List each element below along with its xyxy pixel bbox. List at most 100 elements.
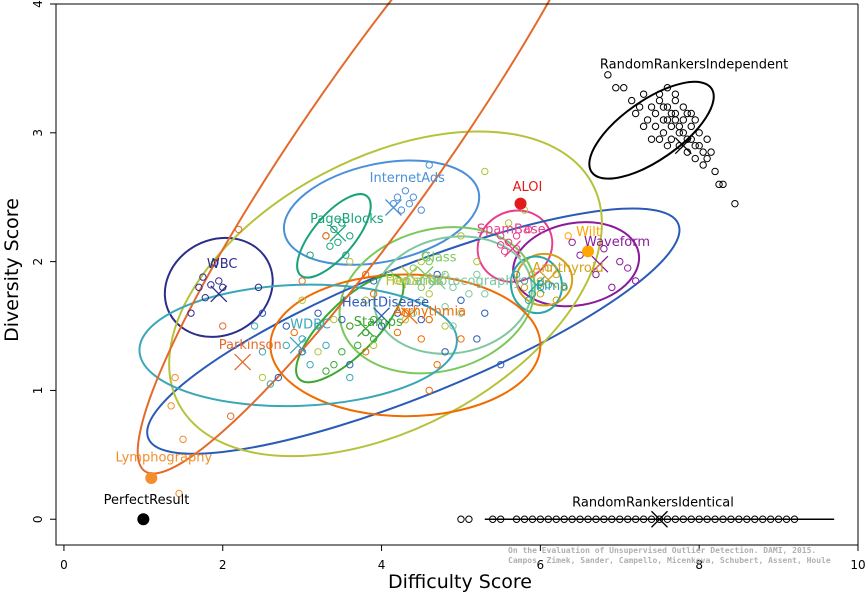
stamps-ellipse xyxy=(295,273,405,384)
heartdisease-point-11 xyxy=(496,360,505,369)
waveform-point-3 xyxy=(624,264,632,272)
pageblocks-label: PageBlocks xyxy=(310,212,384,227)
randomrankersidentical-point-25 xyxy=(679,515,688,523)
cardiotocography-point-3 xyxy=(441,303,449,311)
pima-point-3 xyxy=(512,270,521,279)
heartdisease-point-0 xyxy=(282,322,290,330)
randomrankersidentical-point-34 xyxy=(751,515,759,523)
cardiotocography-center-cross xyxy=(428,272,446,290)
randomrankersindependent-point-24 xyxy=(691,154,699,163)
arrhythmia-label: Arrhythmia xyxy=(393,305,466,320)
wdbc-point-7 xyxy=(346,373,354,382)
pima-ellipse xyxy=(509,255,563,315)
hepatitis-point-5 xyxy=(457,232,465,240)
arrhythmia-point-10 xyxy=(322,232,330,240)
parkinson-label: Parkinson xyxy=(219,338,282,353)
internetads-point-2 xyxy=(409,193,418,201)
y-tick-label-3: 3 xyxy=(31,129,45,137)
credit-line-1: On the Evaluation of Unsupervised Outlie… xyxy=(508,545,816,555)
randomrankersindependent-point-32 xyxy=(627,96,636,105)
parkinson-point-3 xyxy=(219,322,227,330)
heartdisease-point-15 xyxy=(457,296,465,304)
stamps-label: Stamps xyxy=(354,315,403,330)
heartdisease-point-10 xyxy=(473,335,481,343)
wbc-point-3 xyxy=(199,273,207,281)
hepatitis-point-4 xyxy=(425,290,433,298)
lymphography-point-2 xyxy=(175,489,183,498)
randomrankersidentical-point-26 xyxy=(687,515,695,523)
hepatitis-point-3 xyxy=(385,270,394,279)
randomrankersidentical-point-2 xyxy=(489,515,497,523)
wdbc-center-cross xyxy=(289,336,307,354)
lymphography-point-0 xyxy=(167,402,175,410)
glass-center-cross xyxy=(416,266,434,283)
internetads-ellipse xyxy=(282,159,481,266)
randomrankersidentical-point-11 xyxy=(568,515,576,523)
pageblocks-point-7 xyxy=(306,251,314,259)
randomrankersindependent-point-27 xyxy=(711,167,719,176)
wdbc-point-3 xyxy=(258,348,267,356)
randomrankersidentical-point-28 xyxy=(703,515,711,523)
cardiotocography-point-4 xyxy=(457,309,465,317)
randomrankersindependent-point-5 xyxy=(663,103,672,111)
hepatitis-point-2 xyxy=(361,296,370,304)
wbc-point-5 xyxy=(187,309,195,317)
randomrankersindependent-point-2 xyxy=(651,109,660,118)
x-axis-title: Difficulty Score xyxy=(388,571,532,593)
randomrankersindependent-point-0 xyxy=(639,90,648,98)
wdbc-point-1 xyxy=(314,322,322,330)
hepatitis-point-14 xyxy=(258,373,267,382)
glass-label: Glass xyxy=(421,251,456,266)
internetads-point-0 xyxy=(393,193,402,201)
x-tick-label-0: 0 xyxy=(60,558,68,572)
internetads-label: InternetAds xyxy=(370,171,446,186)
lymphography-center-marker xyxy=(145,472,158,485)
parkinson-ellipse xyxy=(136,0,627,475)
heartdisease-label: HeartDisease xyxy=(342,296,429,311)
x-tick-label-1: 2 xyxy=(219,558,227,572)
pageblocks-center-cross xyxy=(329,224,347,242)
randomrankersindependent-point-39 xyxy=(671,90,680,98)
waveform-point-5 xyxy=(608,283,616,292)
wbc-center-cross xyxy=(210,285,228,303)
wdbc-ellipse xyxy=(138,283,458,408)
randomrankersindependent-point-12 xyxy=(691,141,699,150)
internetads-point-6 xyxy=(417,206,425,214)
lymphography-label: Lymphography xyxy=(116,450,213,465)
internetads-point-4 xyxy=(405,199,414,208)
cardiotocography-point-6 xyxy=(473,270,481,279)
randomrankersindependent-point-16 xyxy=(663,84,672,92)
arrhythmia-point-8 xyxy=(457,335,465,343)
y-tick-label-2: 2 xyxy=(31,258,45,266)
perfectresult-label: PerfectResult xyxy=(104,493,190,508)
hepatitis-point-8 xyxy=(441,322,449,330)
annthyroid-point-0 xyxy=(528,270,537,279)
center-layer xyxy=(137,137,692,528)
randomrankersidentical-point-38 xyxy=(782,515,791,523)
stamps-point-4 xyxy=(338,348,346,356)
pima-point-1 xyxy=(528,290,537,298)
arrhythmia-point-3 xyxy=(393,328,402,337)
randomrankersidentical-point-10 xyxy=(560,515,568,523)
annthyroid-point-2 xyxy=(544,264,553,272)
hepatitis-point-11 xyxy=(298,296,306,304)
wdbc-point-8 xyxy=(322,341,330,350)
randomrankersidentical-point-31 xyxy=(727,515,735,523)
randomrankersindependent-point-4 xyxy=(659,116,668,124)
randomrankersindependent-point-54 xyxy=(675,122,684,131)
randomrankersindependent-point-9 xyxy=(679,116,688,124)
randomrankersidentical-point-20 xyxy=(639,515,648,523)
randomrankersidentical-point-24 xyxy=(671,515,680,523)
wbc-label: WBC xyxy=(207,257,238,272)
wdbc-point-5 xyxy=(306,360,314,369)
stamps-point-5 xyxy=(330,360,338,369)
randomrankersidentical-point-30 xyxy=(719,515,727,523)
randomrankersindependent-point-33 xyxy=(620,84,628,92)
randomrankersidentical-point-36 xyxy=(766,515,775,523)
internetads-point-7 xyxy=(425,161,433,169)
randomrankersidentical-center-cross xyxy=(651,510,668,528)
spambase-point-0 xyxy=(496,232,505,240)
